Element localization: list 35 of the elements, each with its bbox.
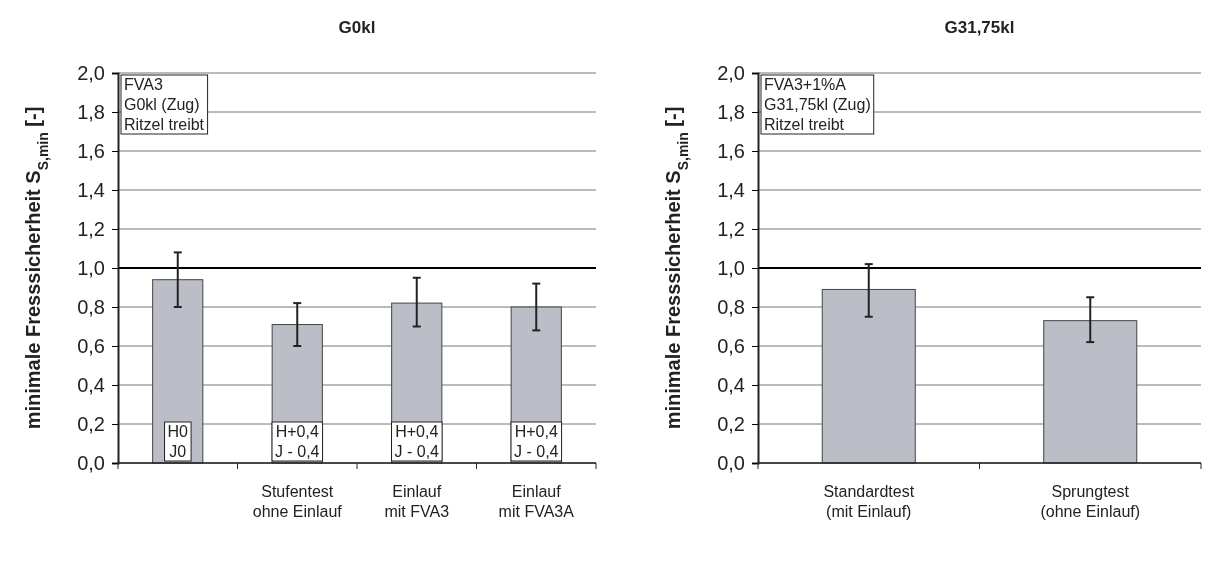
annotation: FVA3 G0kl (Zug) Ritzel treibt — [124, 76, 205, 133]
y-tick-label: 1,0 — [77, 256, 105, 279]
y-tick-label: 2,0 — [77, 61, 105, 84]
y-tick-label: 0,0 — [717, 451, 745, 474]
x-tick-label: Stufentest ohne Einlauf — [252, 483, 343, 520]
annotation: H+0,4 J - 0,4 — [394, 423, 440, 460]
y-tick-label: 1,2 — [717, 217, 745, 240]
y-tick-label: 0,0 — [77, 451, 105, 474]
y-tick-label: 0,2 — [717, 412, 745, 435]
y-tick-label: 0,4 — [77, 373, 105, 396]
y-tick-label: 1,6 — [77, 139, 105, 162]
y-tick-label: 1,2 — [77, 217, 105, 240]
y-tick-label: 1,0 — [717, 256, 745, 279]
y-tick-label: 1,6 — [717, 139, 745, 162]
chart-title: G31,75kl — [944, 18, 1015, 37]
y-tick-label: 1,4 — [717, 178, 745, 201]
y-tick-label: 0,4 — [717, 373, 745, 396]
y-tick-label: 1,8 — [717, 100, 745, 123]
x-tick-label: Sprungtest (ohne Einlauf) — [1040, 483, 1141, 520]
y-tick-label: 0,6 — [717, 334, 745, 357]
y-tick-label: 0,2 — [77, 412, 105, 435]
x-tick-label: Standardtest (mit Einlauf) — [823, 483, 915, 520]
chart-title: G0kl — [338, 18, 376, 37]
y-tick-label: 0,8 — [77, 295, 105, 318]
y-tick-label: 0,8 — [717, 295, 745, 318]
y-tick-label: 1,4 — [77, 178, 105, 201]
annotation: H+0,4 J - 0,4 — [275, 423, 320, 460]
x-tick-label: Einlauf mit FVA3A — [498, 483, 575, 520]
y-tick-label: 2,0 — [717, 61, 745, 84]
annotation: H+0,4 J - 0,4 — [514, 423, 559, 460]
annotation: H0 J0 — [167, 423, 189, 460]
y-tick-label: 0,6 — [77, 334, 105, 357]
x-tick-label: Einlauf mit FVA3 — [384, 483, 450, 520]
annotation: FVA3+1%A G31,75kl (Zug) Ritzel treibt — [764, 76, 871, 133]
y-tick-label: 1,8 — [77, 100, 105, 123]
